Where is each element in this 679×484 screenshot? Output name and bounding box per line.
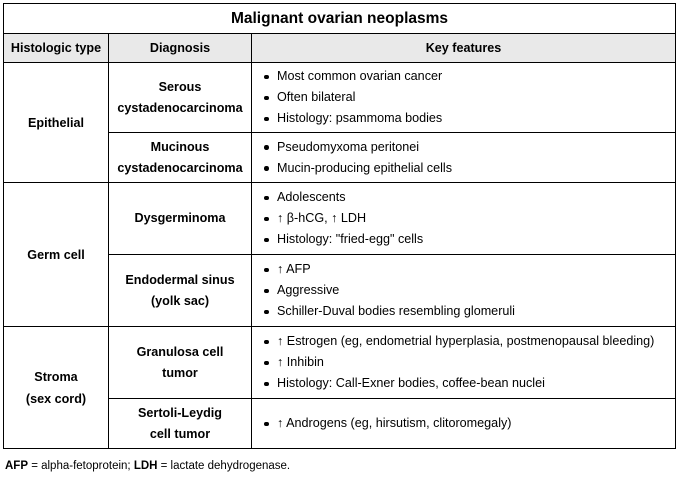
list-item: ↑ Estrogen (eg, endometrial hyperplasia,… — [262, 331, 675, 352]
table-row: Sertoli-Leydig cell tumor ↑ Androgens (e… — [4, 398, 676, 449]
histologic-type-germ-cell: Germ cell — [3, 182, 109, 327]
list-item: Most common ovarian cancer — [262, 66, 675, 87]
histologic-type-stroma: Stroma (sex cord) — [3, 326, 109, 449]
list-item: Adolescents — [262, 187, 675, 208]
header-histologic-type: Histologic type — [3, 33, 109, 63]
footnote-abbr-afp: AFP — [5, 460, 28, 472]
list-item: Histology: Call-Exner bodies, coffee-bea… — [262, 373, 675, 394]
header-diagnosis: Diagnosis — [108, 33, 252, 63]
list-item: ↑ Inhibin — [262, 352, 675, 373]
table-row: Epithelial Serous cystadenocarcinoma Mos… — [3, 62, 676, 183]
features-endodermal-sinus: ↑ AFP Aggressive Schiller-Duval bodies r… — [251, 254, 676, 327]
table-row: Mucinous cystadenocarcinoma Pseudomyxoma… — [4, 132, 676, 183]
features-mucinous: Pseudomyxoma peritonei Mucin-producing e… — [251, 132, 676, 183]
list-item: ↑ β-hCG, ↑ LDH — [262, 208, 675, 229]
list-item: ↑ Androgens (eg, hirsutism, clitoromegal… — [262, 413, 675, 434]
diagnosis-dysgerminoma: Dysgerminoma — [108, 182, 252, 255]
header-key-features: Key features — [251, 33, 676, 63]
list-item: Histology: psammoma bodies — [262, 108, 675, 129]
ovarian-neoplasm-table: Malignant ovarian neoplasms Histologic t… — [3, 3, 676, 449]
list-item: Often bilateral — [262, 87, 675, 108]
footnote-abbr-ldh: LDH — [133, 460, 158, 472]
table-title: Malignant ovarian neoplasms — [3, 3, 676, 34]
diagnosis-mucinous: Mucinous cystadenocarcinoma — [108, 132, 252, 183]
features-sertoli-leydig: ↑ Androgens (eg, hirsutism, clitoromegal… — [251, 398, 676, 449]
footnote-def-afp: = alpha-fetoprotein; — [28, 460, 134, 472]
list-item: Mucin-producing epithelial cells — [262, 158, 675, 179]
histologic-type-epithelial: Epithelial — [3, 62, 109, 183]
list-item: Histology: "fried-egg" cells — [262, 229, 675, 250]
footnote-def-ldh: = lactate dehydrogenase. — [157, 460, 291, 472]
diagnosis-serous: Serous cystadenocarcinoma — [108, 62, 252, 133]
features-granulosa-cell: ↑ Estrogen (eg, endometrial hyperplasia,… — [251, 326, 676, 399]
table-row: Germ cell Dysgerminoma Adolescents ↑ β-h… — [3, 182, 676, 327]
features-dysgerminoma: Adolescents ↑ β-hCG, ↑ LDH Histology: "f… — [251, 182, 676, 255]
list-item: Pseudomyxoma peritonei — [262, 137, 675, 158]
list-item: Schiller-Duval bodies resembling glomeru… — [262, 301, 675, 322]
list-item: ↑ AFP — [262, 259, 675, 280]
diagnosis-sertoli-leydig: Sertoli-Leydig cell tumor — [108, 398, 252, 449]
diagnosis-endodermal-sinus: Endodermal sinus (yolk sac) — [108, 254, 252, 327]
list-item: Aggressive — [262, 280, 675, 301]
table-row: Stroma (sex cord) Granulosa cell tumor ↑… — [3, 326, 676, 449]
features-serous: Most common ovarian cancer Often bilater… — [251, 62, 676, 133]
footnote: AFP = alpha-fetoprotein; LDH = lactate d… — [5, 460, 290, 472]
diagnosis-granulosa-cell: Granulosa cell tumor — [108, 326, 252, 399]
